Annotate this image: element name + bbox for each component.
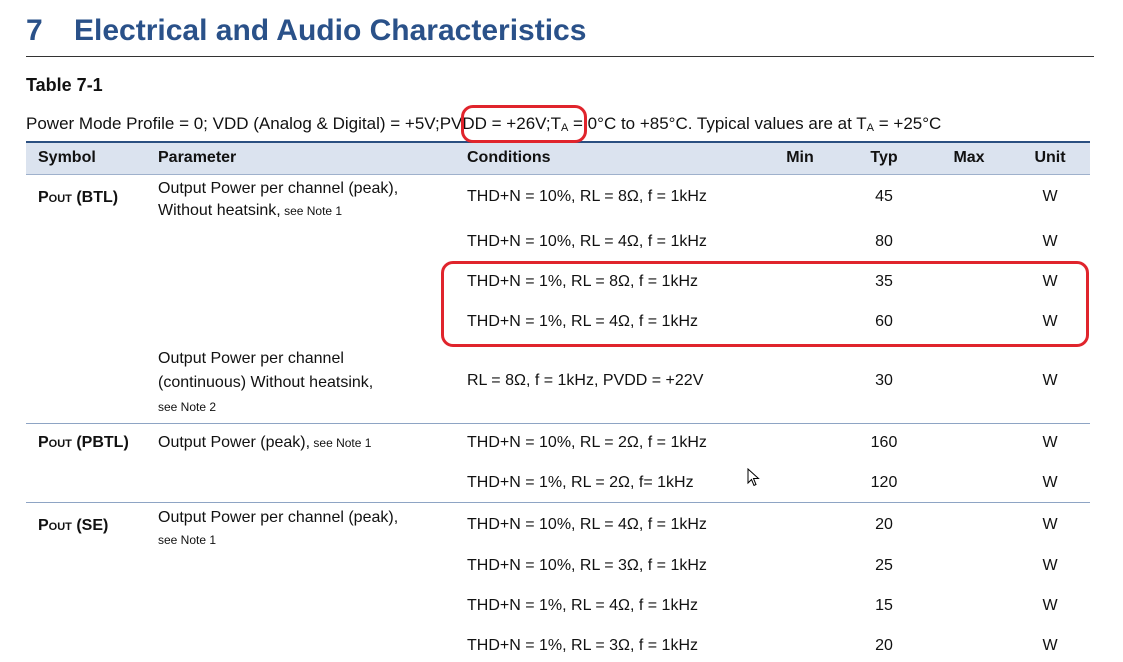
header-conditions: Conditions: [467, 149, 551, 166]
cell-conditions: THD+N = 10%, RL = 4Ω, f = 1kHz: [467, 516, 707, 533]
cell-unit: W: [1042, 273, 1058, 290]
cell-conditions: THD+N = 10%, RL = 8Ω, f = 1kHz: [467, 188, 707, 205]
heading-rule: [26, 56, 1094, 57]
table-title: Table 7-1: [26, 75, 103, 95]
cell-unit: W: [1042, 637, 1058, 654]
cell-unit: W: [1042, 372, 1058, 389]
cell-unit: W: [1042, 434, 1058, 451]
group-separator: [26, 502, 1090, 503]
cell-conditions: THD+N = 1%, RL = 4Ω, f = 1kHz: [467, 597, 699, 614]
header-symbol: Symbol: [38, 149, 96, 166]
header-parameter: Parameter: [158, 149, 237, 166]
cell-unit: W: [1042, 597, 1058, 614]
cell-typ: 25: [875, 557, 893, 574]
cell-unit: W: [1042, 516, 1058, 533]
cell-unit: W: [1042, 557, 1058, 574]
symbol-btl: POUT (BTL): [38, 189, 119, 206]
section-heading: 7 Electrical and Audio Characteristics: [26, 14, 587, 47]
parameter-se-peak: Output Power per channel (peak), see Note…: [158, 509, 399, 547]
cell-typ: 15: [875, 597, 893, 614]
header-unit: Unit: [1034, 149, 1066, 166]
cell-unit: W: [1042, 233, 1058, 250]
cell-conditions: THD+N = 1%, RL = 3Ω, f = 1kHz: [467, 637, 699, 654]
cell-typ: 120: [870, 474, 898, 491]
cell-conditions: THD+N = 1%, RL = 4Ω, f = 1kHz: [467, 313, 699, 330]
highlight-1pct-rows: [441, 261, 1089, 347]
cell-typ: 30: [875, 372, 893, 389]
cell-conditions: RL = 8Ω, f = 1kHz, PVDD = +22V: [467, 372, 704, 389]
cell-typ: 60: [875, 313, 893, 330]
parameter-btl-peak: Output Power per channel (peak), Without …: [158, 180, 399, 219]
symbol-se: POUT (SE): [38, 517, 109, 534]
pvdd-condition: PVDD = +26V;: [439, 114, 551, 133]
cell-conditions: THD+N = 10%, RL = 4Ω, f = 1kHz: [467, 233, 707, 250]
cell-typ: 20: [875, 637, 893, 654]
cell-typ: 35: [875, 273, 893, 290]
cell-unit: W: [1042, 188, 1058, 205]
highlight-pvdd: [461, 105, 587, 143]
cell-typ: 45: [875, 188, 893, 205]
parameter-btl-continuous: Output Power per channel (continuous) Wit…: [158, 350, 374, 414]
cell-typ: 20: [875, 516, 893, 533]
header-min: Min: [786, 149, 814, 166]
cell-unit: W: [1042, 313, 1058, 330]
cell-conditions: THD+N = 1%, RL = 8Ω, f = 1kHz: [467, 273, 699, 290]
group-separator: [26, 423, 1090, 424]
header-typ: Typ: [870, 149, 898, 166]
cell-conditions: THD+N = 1%, RL = 2Ω, f= 1kHz: [467, 474, 694, 491]
header-max: Max: [953, 149, 985, 166]
cell-conditions: THD+N = 10%, RL = 2Ω, f = 1kHz: [467, 434, 707, 451]
cell-unit: W: [1042, 474, 1058, 491]
symbol-pbtl: POUT (PBTL): [38, 434, 129, 451]
cell-typ: 160: [870, 434, 898, 451]
table-header: Symbol Parameter Conditions Min Typ Max …: [26, 141, 1090, 175]
mouse-cursor-icon: [747, 468, 760, 487]
parameter-pbtl-peak: Output Power (peak), see Note 1: [158, 434, 372, 451]
cell-conditions: THD+N = 10%, RL = 3Ω, f = 1kHz: [467, 557, 707, 574]
cell-typ: 80: [875, 233, 893, 250]
table-conditions: Power Mode Profile = 0; VDD (Analog & Di…: [26, 114, 942, 134]
